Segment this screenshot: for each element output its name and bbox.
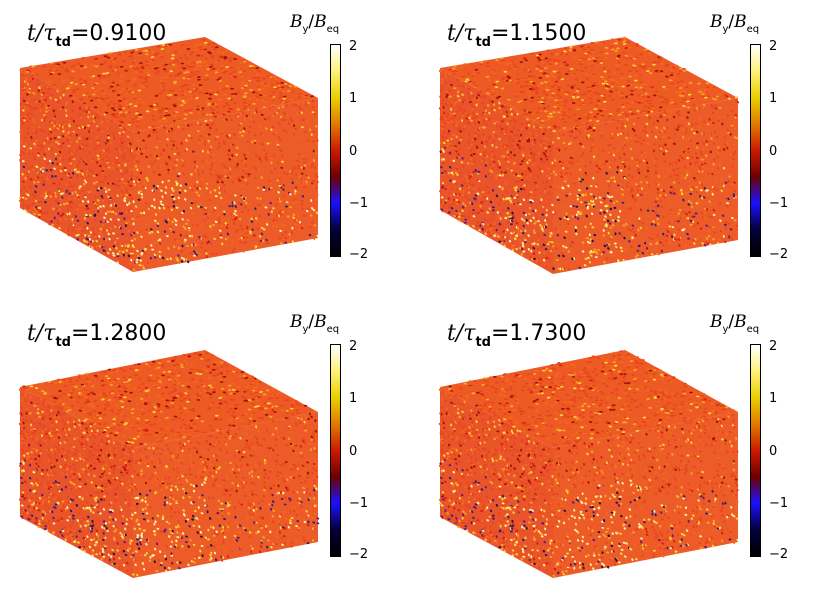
colorbar-title: By/Beq <box>290 312 340 335</box>
colorbar-tick: 0 <box>769 444 778 459</box>
cube-plot <box>18 350 320 578</box>
cube-right-face <box>553 98 738 274</box>
time-label: t/τtd=1.7300 <box>447 321 587 350</box>
colorbar-tick: 2 <box>349 339 358 354</box>
time-label: t/τtd=1.1500 <box>447 21 587 50</box>
colorbar <box>330 344 341 557</box>
speckle-texture <box>18 351 320 577</box>
colorbar-tick: 1 <box>349 391 358 406</box>
cube-plot <box>438 350 739 578</box>
cube-plot <box>18 37 319 272</box>
colorbar-tick: −2 <box>769 547 789 562</box>
colorbar <box>750 44 761 257</box>
panel-3: t/τtd=1.2800 By/Beq 2 1 0 −1 −2 <box>0 300 400 590</box>
speckle-texture <box>438 36 740 272</box>
colorbar-tick: 1 <box>769 91 778 106</box>
colorbar <box>750 344 761 557</box>
colorbar-title: By/Beq <box>290 12 340 35</box>
time-label: t/τtd=0.9100 <box>27 21 167 50</box>
panel-1: t/τtd=0.9100 By/Beq 2 1 0 −1 −2 <box>0 0 400 290</box>
colorbar-title: By/Beq <box>710 312 760 335</box>
colorbar-tick: 0 <box>349 144 358 159</box>
colorbar-tick: −1 <box>769 196 789 211</box>
speckle-texture <box>438 350 739 577</box>
cube-right-face <box>133 412 318 578</box>
colorbar-tick: 1 <box>349 91 358 106</box>
time-label: t/τtd=1.2800 <box>27 321 167 350</box>
colorbar-title: By/Beq <box>710 12 760 35</box>
colorbar-tick: −2 <box>769 247 789 262</box>
colorbar-tick: 1 <box>769 391 778 406</box>
panel-2: t/τtd=1.1500 By/Beq 2 1 0 −1 −2 <box>420 0 820 290</box>
colorbar-tick: −2 <box>349 247 369 262</box>
colorbar-tick: −1 <box>349 496 369 511</box>
colorbar-tick: 2 <box>769 39 778 54</box>
colorbar-tick: 2 <box>349 39 358 54</box>
colorbar-tick: −1 <box>349 196 369 211</box>
colorbar-tick: 0 <box>349 444 358 459</box>
colorbar-tick: −1 <box>769 496 789 511</box>
colorbar <box>330 44 341 257</box>
colorbar-tick: −2 <box>349 547 369 562</box>
colorbar-tick: 0 <box>769 144 778 159</box>
speckle-texture <box>18 38 319 271</box>
panel-4: t/τtd=1.7300 By/Beq 2 1 0 −1 −2 <box>420 300 820 590</box>
cube-plot <box>438 36 740 274</box>
colorbar-tick: 2 <box>769 339 778 354</box>
cube-right-face <box>133 98 318 272</box>
